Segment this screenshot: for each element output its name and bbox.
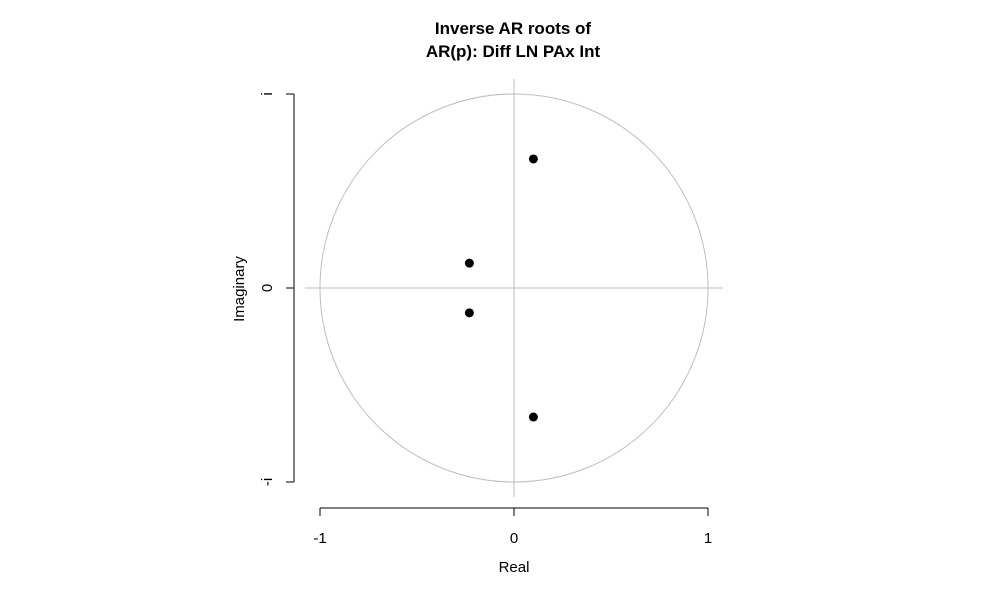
root-point-2 bbox=[464, 258, 474, 268]
y-axis-label: Imaginary bbox=[231, 256, 248, 322]
y-axis: -i 0 i bbox=[259, 92, 295, 486]
chart-title: Inverse AR roots of AR(p): Diff LN PAx I… bbox=[426, 19, 601, 61]
y-tick-label-3: i bbox=[259, 92, 276, 95]
plot-area bbox=[305, 79, 723, 497]
y-tick-label-1: -i bbox=[259, 478, 276, 486]
chart-title-line-2: AR(p): Diff LN PAx Int bbox=[426, 42, 601, 61]
chart-title-line-1: Inverse AR roots of bbox=[435, 19, 592, 38]
y-tick-label-2: 0 bbox=[259, 284, 276, 292]
root-point-1 bbox=[528, 154, 538, 164]
root-point-3 bbox=[464, 308, 474, 318]
x-tick-label-3: 1 bbox=[704, 530, 712, 547]
x-axis: -1 0 1 bbox=[313, 507, 712, 547]
x-tick-label-1: -1 bbox=[313, 530, 326, 547]
root-point-4 bbox=[528, 412, 538, 422]
x-tick-label-2: 0 bbox=[510, 530, 518, 547]
x-axis-label: Real bbox=[499, 559, 530, 576]
